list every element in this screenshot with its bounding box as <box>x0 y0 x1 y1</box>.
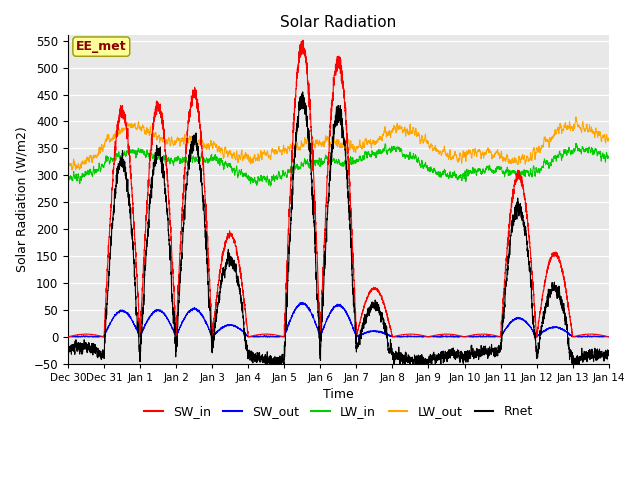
X-axis label: Time: Time <box>323 388 354 401</box>
Title: Solar Radiation: Solar Radiation <box>280 15 396 30</box>
Legend: SW_in, SW_out, LW_in, LW_out, Rnet: SW_in, SW_out, LW_in, LW_out, Rnet <box>139 400 538 423</box>
Y-axis label: Solar Radiation (W/m2): Solar Radiation (W/m2) <box>15 127 28 273</box>
Text: EE_met: EE_met <box>76 40 127 53</box>
